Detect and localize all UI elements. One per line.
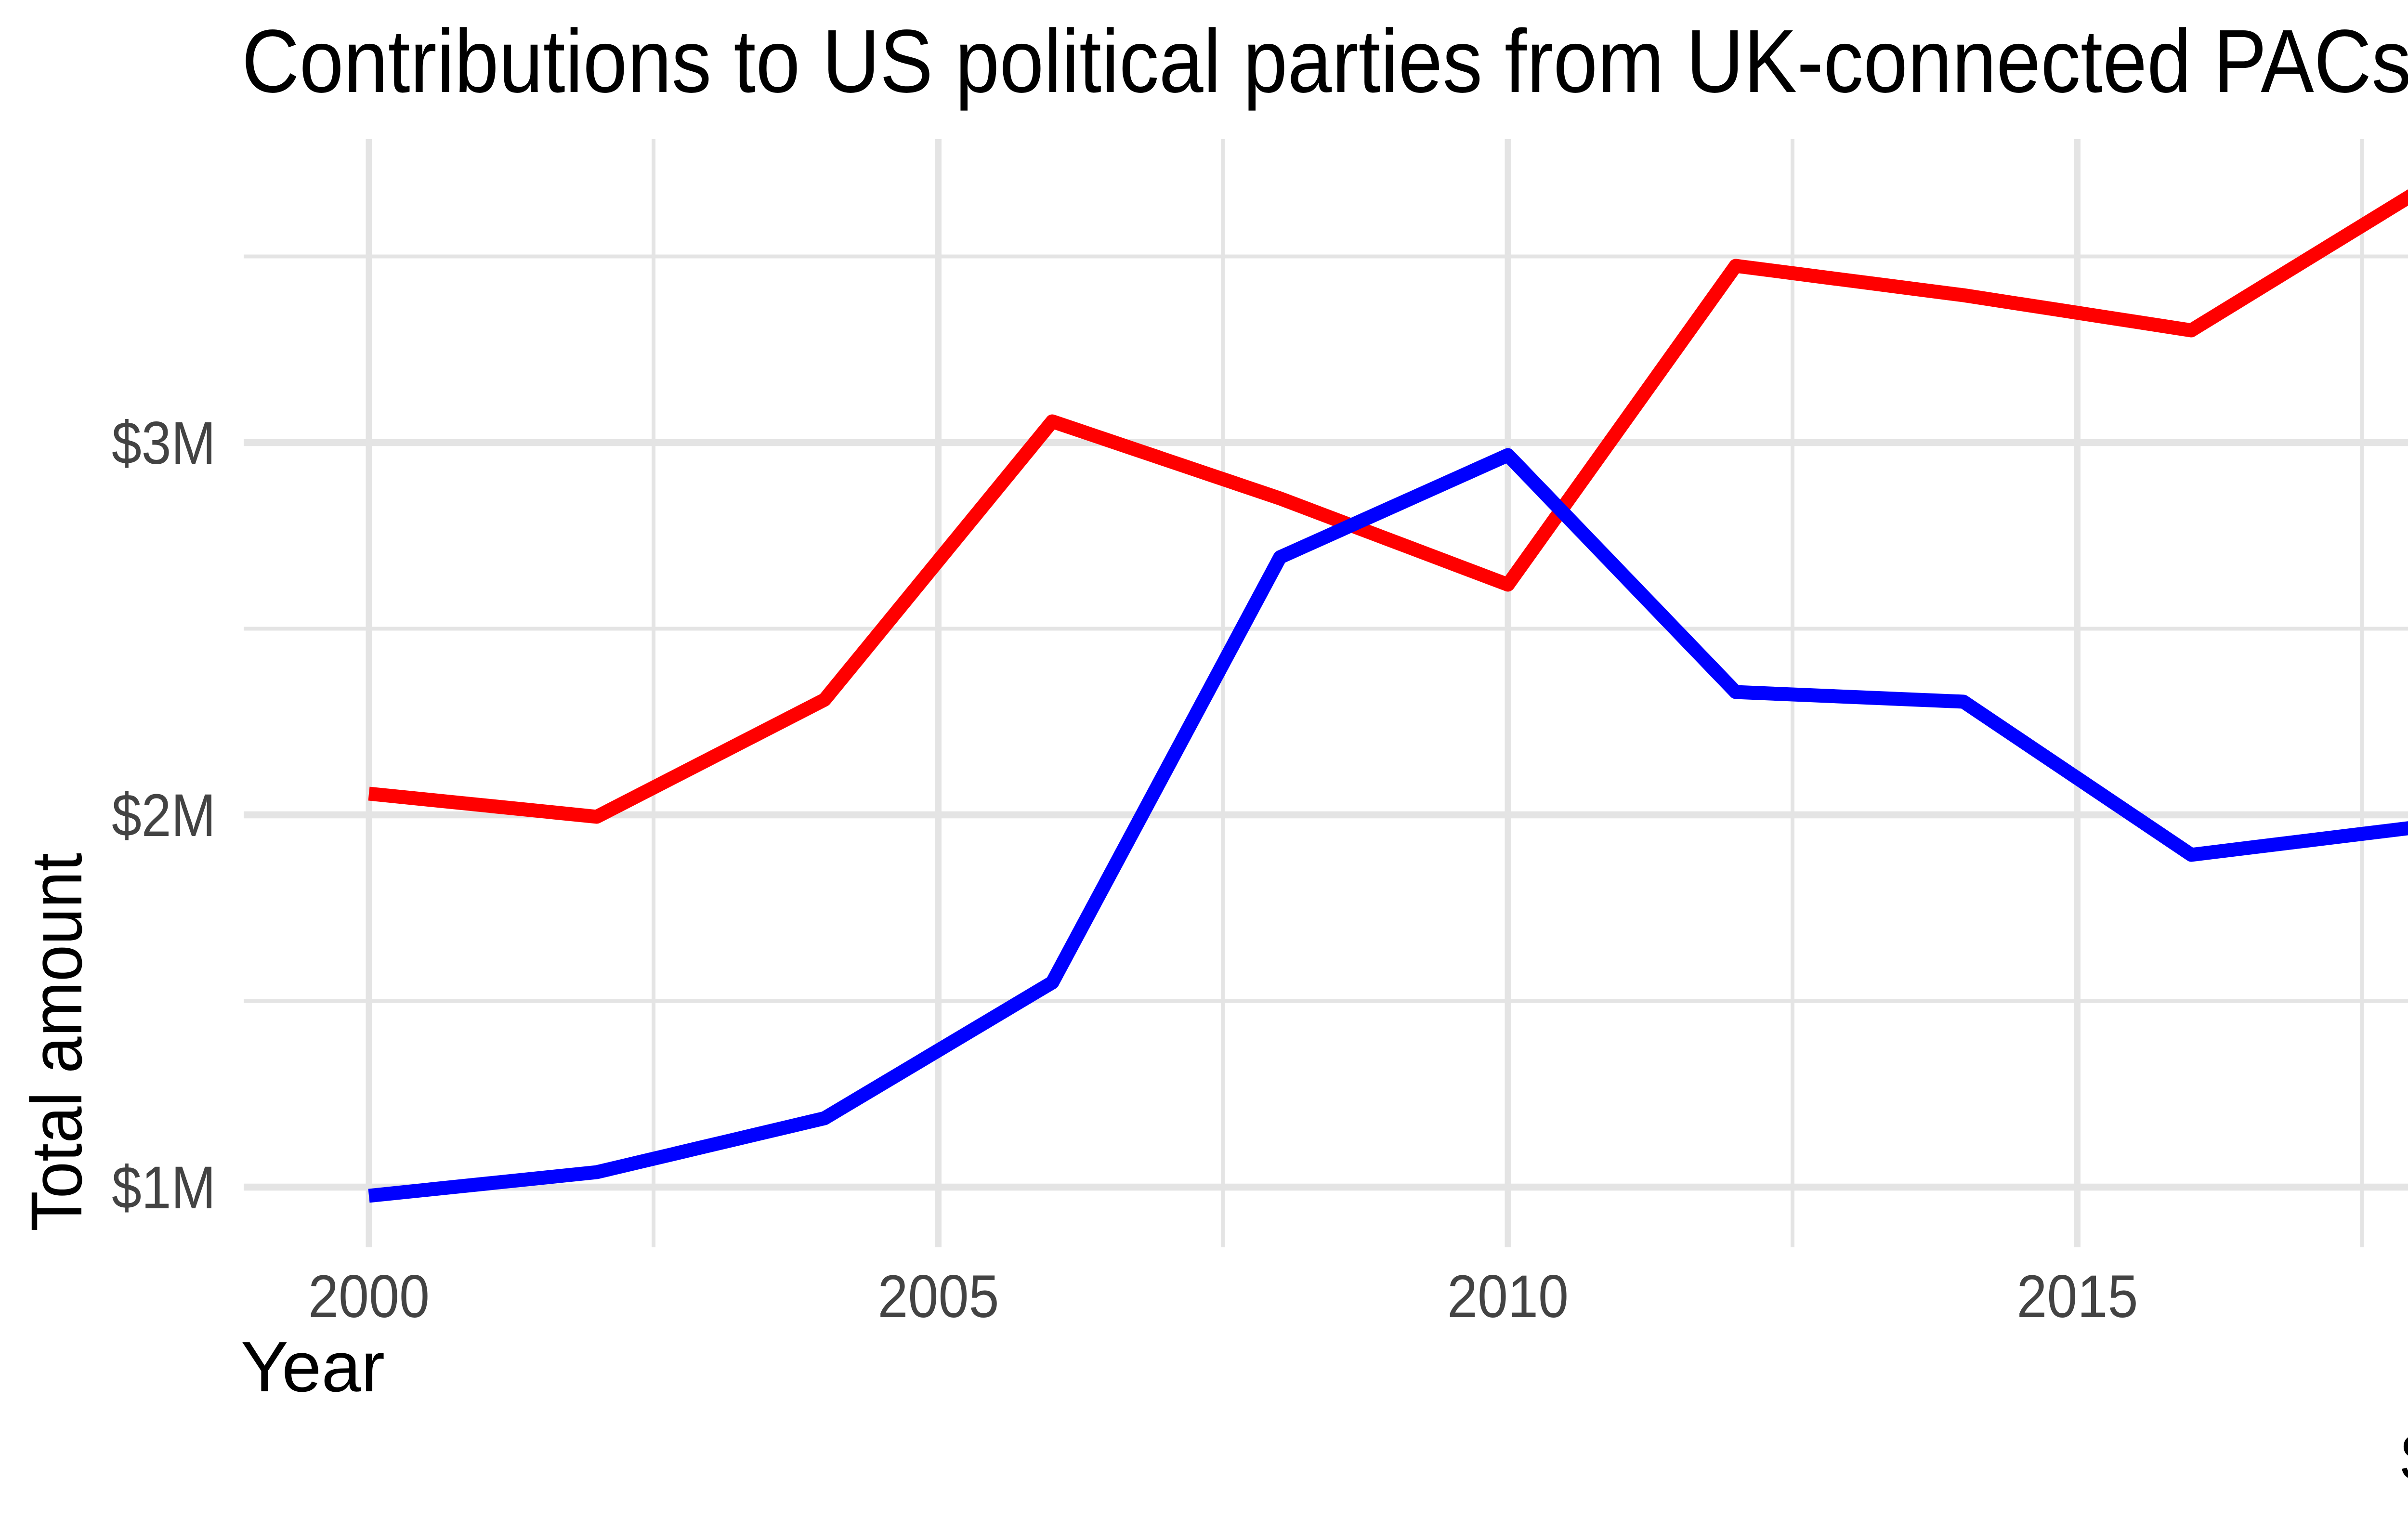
svg-text:2005: 2005 [878,1263,999,1330]
svg-text:2000: 2000 [308,1263,430,1330]
svg-text:2010: 2010 [1447,1263,1569,1330]
svg-text:2015: 2015 [2017,1263,2138,1330]
svg-text:Contributions to US political: Contributions to US political parties fr… [242,12,2408,111]
svg-text:Source: OpenSecrets.org: Source: OpenSecrets.org [2399,1422,2408,1493]
svg-text:$1M: $1M [112,1154,216,1221]
svg-text:Total amount: Total amount [16,853,97,1231]
svg-text:Year: Year [241,1327,385,1407]
svg-text:$3M: $3M [112,410,216,477]
svg-text:$2M: $2M [112,782,216,849]
